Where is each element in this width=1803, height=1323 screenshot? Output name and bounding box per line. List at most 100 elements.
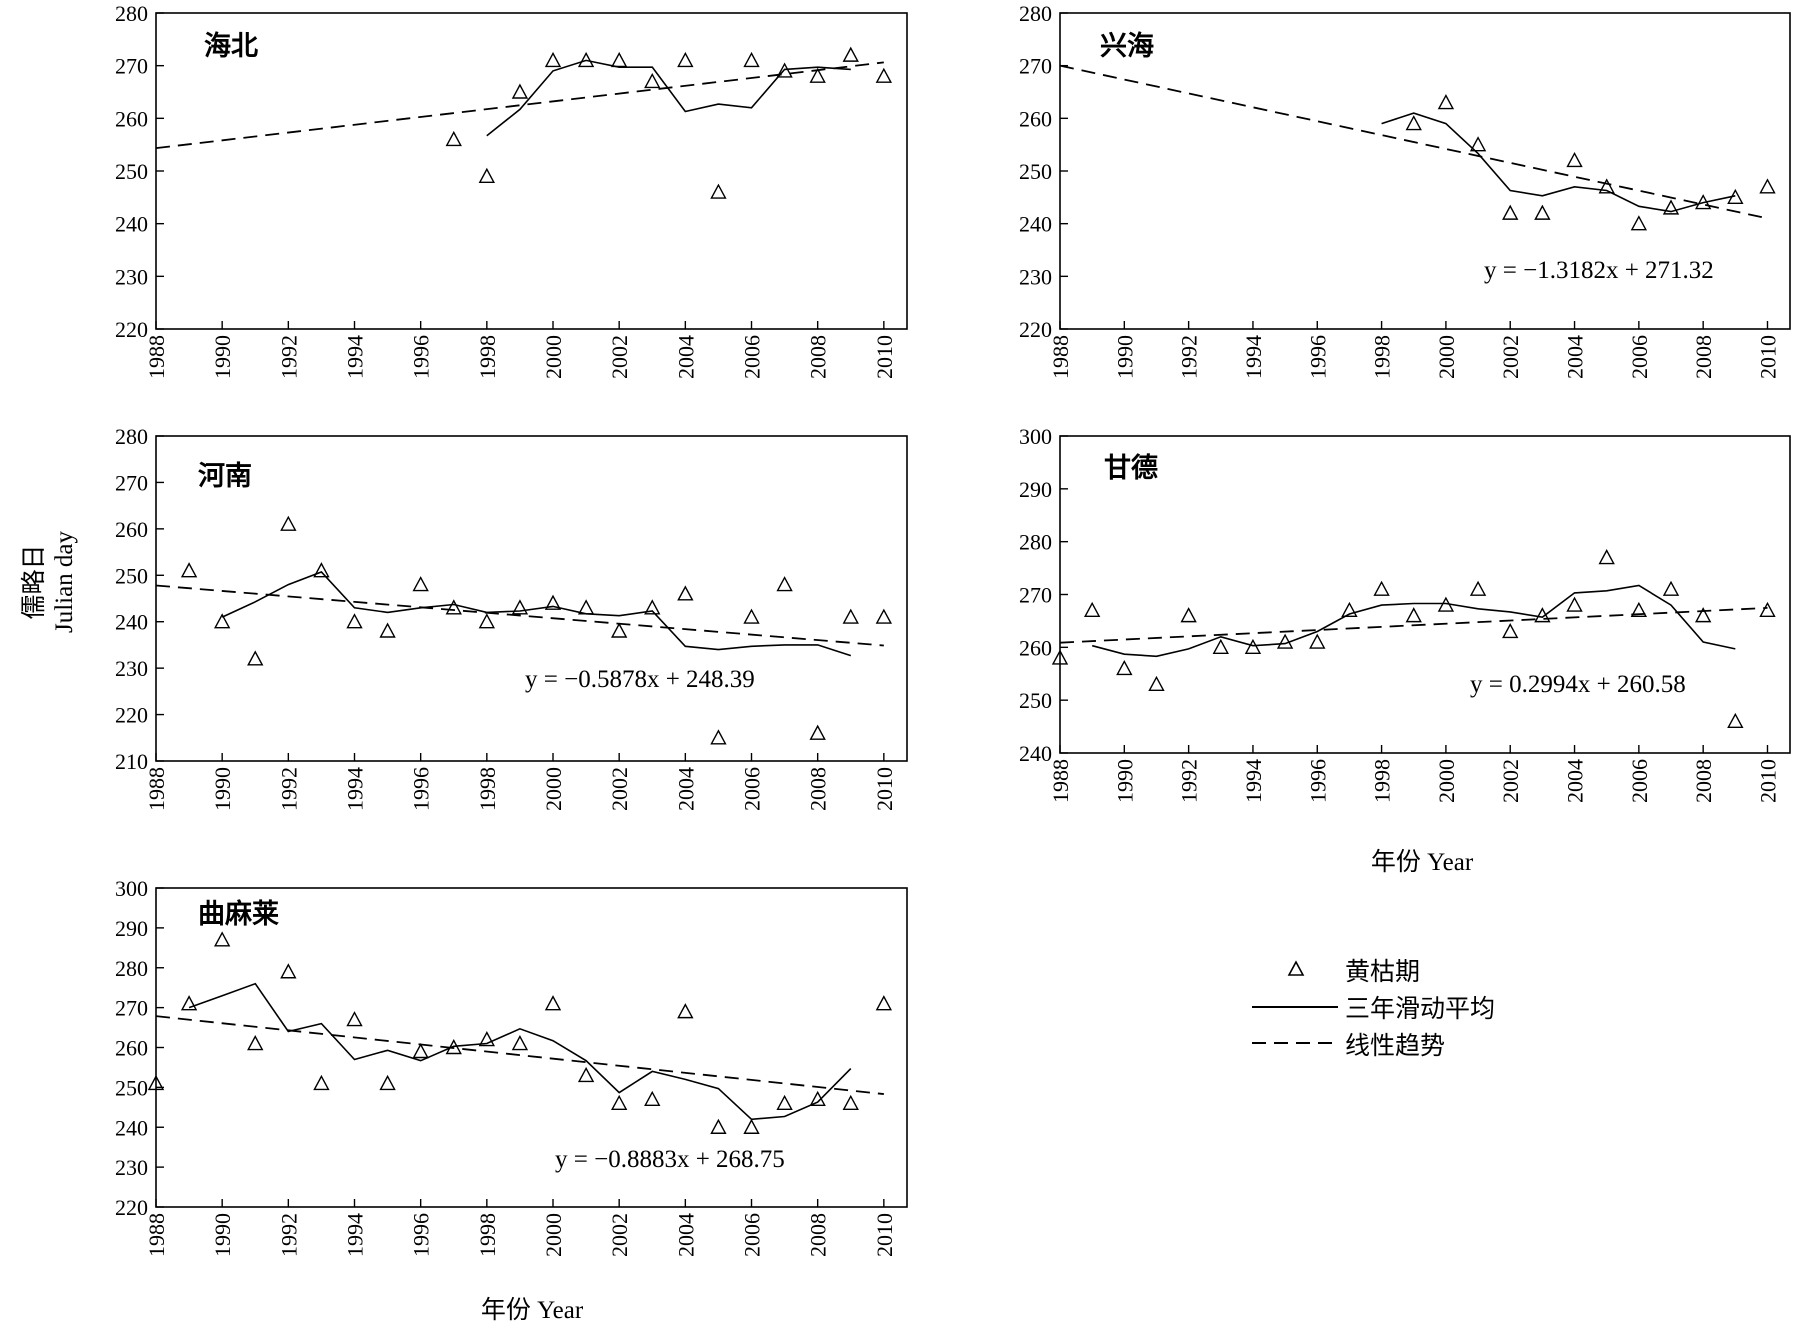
y-tick-label: 280 xyxy=(115,1,148,26)
data-point xyxy=(1244,638,1262,655)
data-point xyxy=(346,1011,363,1027)
data-point xyxy=(247,1035,264,1051)
data-point xyxy=(1437,94,1455,110)
x-tick-label: 1992 xyxy=(276,335,301,379)
data-point xyxy=(644,1090,661,1107)
trend-line xyxy=(1059,606,1768,644)
plot-frame xyxy=(1059,435,1791,754)
data-point xyxy=(776,62,793,78)
x-tick-label: 2004 xyxy=(673,1213,698,1257)
x-tick-label: 2002 xyxy=(1498,335,1523,379)
chart-panel-5: 220 230 240 250 260 270 280 290 300 1988 1990 1992 1… xyxy=(115,876,908,1257)
data-point xyxy=(247,650,264,666)
x-tick-label: 1992 xyxy=(276,767,301,811)
data-point xyxy=(1148,675,1165,692)
x-tick-label: 2006 xyxy=(740,1213,765,1257)
data-point xyxy=(1083,601,1101,618)
data-point xyxy=(842,1094,859,1111)
chart-panel-1: 220 230 240 250 260 270 280 1988 1990 1992 1994 199… xyxy=(115,1,908,379)
chart-panels: 220 230 240 250 260 270 280 1988 1990 1992 1994 199… xyxy=(115,1,1791,1257)
x-tick-label: 2000 xyxy=(541,767,566,811)
data-point xyxy=(544,51,562,68)
legend-label-points: 黄枯期 xyxy=(1345,957,1420,986)
trend-line xyxy=(1059,64,1768,220)
x-tick-label: 1996 xyxy=(1305,335,1330,379)
data-point xyxy=(1437,596,1455,612)
data-point xyxy=(776,576,793,592)
y-tick-label: 240 xyxy=(115,610,148,635)
data-point xyxy=(1566,596,1583,612)
data-point xyxy=(1502,204,1519,220)
data-point xyxy=(1727,188,1744,205)
x-tick-label: 2000 xyxy=(1434,759,1459,803)
data-point xyxy=(743,608,760,624)
legend: 黄枯期 三年滑动平均 线性趋势 xyxy=(1252,957,1495,1060)
y-tick-label: 220 xyxy=(1019,317,1052,342)
data-point xyxy=(776,1094,793,1111)
data-point xyxy=(809,1090,826,1107)
data-point xyxy=(1694,194,1712,210)
data-point xyxy=(809,67,826,83)
y-axis-label-en: Julian day xyxy=(51,530,78,633)
x-tick-label: 1992 xyxy=(1177,759,1202,803)
data-point xyxy=(644,72,661,89)
data-point xyxy=(1309,633,1326,649)
y-tick-label: 290 xyxy=(115,916,148,941)
trend-equation: y = −0.8883x + 268.75 xyxy=(555,1146,785,1173)
plot-frame xyxy=(155,887,908,1208)
data-point xyxy=(1405,115,1422,131)
y-tick-label: 250 xyxy=(115,159,148,184)
data-point xyxy=(180,562,198,578)
panel-title: 甘德 xyxy=(1104,453,1158,484)
data-point xyxy=(743,51,760,68)
trend-line xyxy=(155,61,884,150)
data-point xyxy=(677,585,694,601)
x-tick-label: 1998 xyxy=(475,1213,500,1257)
y-tick-label: 260 xyxy=(1019,635,1052,660)
x-tick-label: 1998 xyxy=(1370,759,1395,803)
x-tick-label: 1988 xyxy=(1048,759,1073,803)
data-point xyxy=(445,130,462,147)
x-tick-label: 2008 xyxy=(1691,335,1716,379)
moving-average-line xyxy=(1091,584,1736,658)
y-tick-label: 270 xyxy=(1019,54,1052,79)
x-tick-label: 2004 xyxy=(673,767,698,811)
panel-title: 曲麻莱 xyxy=(198,899,279,930)
y-tick-label: 270 xyxy=(1019,583,1052,608)
y-tick-label: 250 xyxy=(1019,688,1052,713)
data-point xyxy=(1341,601,1358,618)
x-tick-label: 2004 xyxy=(1563,335,1588,379)
data-point xyxy=(875,608,893,624)
x-tick-label: 1996 xyxy=(409,1213,434,1257)
data-point xyxy=(610,1094,628,1111)
data-point xyxy=(280,963,297,979)
x-tick-label: 2008 xyxy=(806,335,831,379)
x-tick-label: 1994 xyxy=(343,335,368,379)
y-tick-label: 240 xyxy=(115,212,148,237)
y-tick-label: 250 xyxy=(115,1075,148,1100)
data-point xyxy=(544,995,562,1011)
legend-triangle-marker xyxy=(1287,960,1305,976)
data-point xyxy=(1212,638,1229,655)
chart-panel-2: 220 230 240 250 260 270 280 1988 1990 1992 1994 199… xyxy=(1019,1,1791,379)
y-tick-label: 290 xyxy=(1019,477,1052,502)
panel-title: 河南 xyxy=(198,461,252,492)
y-tick-label: 260 xyxy=(115,106,148,131)
data-point xyxy=(1759,601,1776,618)
data-point xyxy=(577,1066,595,1083)
data-point xyxy=(379,1074,396,1091)
x-tick-label: 1990 xyxy=(210,335,235,379)
data-point xyxy=(610,51,628,68)
data-point xyxy=(1598,178,1615,194)
data-point xyxy=(710,729,727,745)
data-point xyxy=(1662,199,1680,215)
moving-average-line xyxy=(221,571,852,657)
x-tick-label: 1994 xyxy=(343,767,368,811)
x-tick-label: 1990 xyxy=(1112,759,1137,803)
data-point xyxy=(346,613,363,629)
trend-line xyxy=(155,1015,884,1095)
x-tick-label: 2000 xyxy=(541,335,566,379)
x-tick-label: 2010 xyxy=(872,335,897,379)
x-tick-label: 2000 xyxy=(541,1213,566,1257)
data-point xyxy=(842,46,859,62)
